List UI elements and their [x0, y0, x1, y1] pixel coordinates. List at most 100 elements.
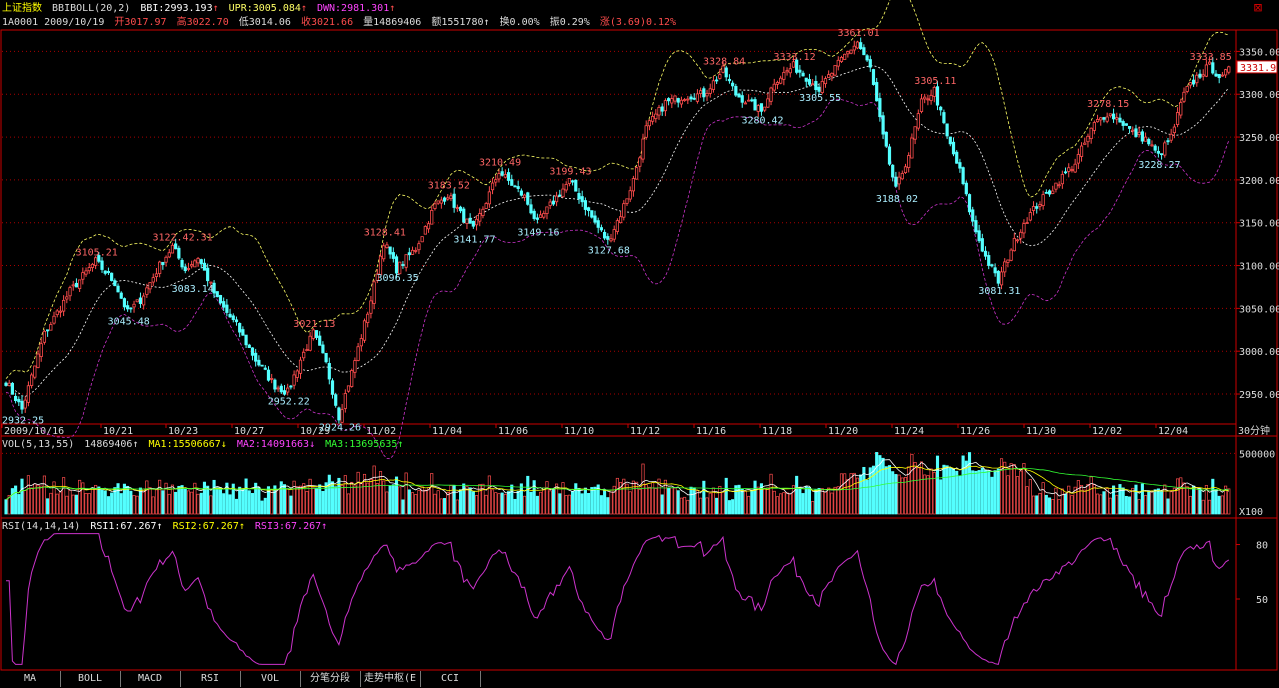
volume-bar	[631, 480, 635, 515]
candle-body	[478, 213, 482, 222]
candle-body	[1041, 194, 1045, 206]
candle-body	[897, 176, 901, 185]
candle-body	[532, 210, 536, 219]
candle-body	[36, 353, 40, 368]
candle-body	[279, 385, 283, 393]
candle-body	[1076, 154, 1080, 164]
candle-body	[871, 69, 876, 85]
volume-bar	[753, 480, 757, 515]
volume-title: VOL(5,13,55)	[2, 439, 75, 450]
candle-body	[570, 180, 575, 183]
tab-indicator[interactable]: MA	[0, 671, 61, 687]
candle-body	[1060, 173, 1064, 185]
candle-body	[852, 45, 856, 51]
volume-bar	[462, 483, 466, 515]
volume-bar	[523, 495, 527, 515]
volume-bar	[330, 481, 335, 515]
candle-body	[1067, 167, 1071, 172]
tab-indicator[interactable]: RSI	[180, 671, 241, 687]
rsi-title: RSI(14,14,14)	[2, 521, 81, 532]
candle-body	[1140, 131, 1144, 142]
volume-bar	[122, 483, 126, 515]
candle-body	[106, 271, 111, 274]
candle-body	[679, 99, 684, 105]
candle-body	[356, 346, 360, 361]
high-value: 高3022.70	[176, 17, 229, 28]
volume-bar	[977, 470, 981, 515]
volume-bar	[670, 487, 674, 515]
volume-bar	[1099, 494, 1103, 515]
window-close-icon[interactable]: ⊠	[1253, 0, 1263, 16]
volume-bar	[1063, 493, 1068, 515]
tab-indicator[interactable]: 走势中枢(E	[360, 671, 421, 687]
volume-bar	[1163, 484, 1167, 515]
volume-bar	[279, 481, 283, 515]
volume-bar	[804, 486, 808, 515]
candle-body	[804, 77, 808, 82]
volume-bar	[39, 485, 43, 515]
tab-indicator[interactable]: CCI	[420, 671, 481, 687]
candle-body	[113, 280, 117, 287]
candle-body	[369, 300, 373, 314]
volume-bar	[308, 478, 312, 515]
candle-body	[622, 203, 626, 218]
tab-indicator[interactable]: 分笔分段	[300, 671, 361, 687]
candle-body	[23, 399, 27, 409]
candle-body	[1108, 113, 1112, 117]
tab-indicator[interactable]: VOL	[240, 671, 301, 687]
candle-body	[151, 277, 155, 283]
candle-body	[142, 295, 146, 306]
volume-bar	[574, 483, 578, 515]
volume-bar	[196, 493, 200, 515]
candle-body	[350, 370, 354, 387]
volume-bar	[174, 491, 178, 515]
candle-body	[756, 105, 760, 112]
candle-body	[103, 270, 107, 274]
volume-bar	[635, 481, 639, 515]
candle-body	[145, 287, 149, 295]
candle-body	[916, 113, 920, 129]
low-value: 低3014.06	[238, 17, 291, 28]
tab-indicator[interactable]: BOLL	[60, 671, 121, 687]
candle-body	[955, 151, 959, 164]
candle-body	[881, 115, 885, 135]
volume-header: VOL(5,13,55) 14869406↑ MA1:15506667↓ MA2…	[2, 438, 407, 451]
candle-body	[1220, 74, 1224, 77]
candle-body	[820, 80, 824, 93]
candle-body	[907, 155, 911, 168]
candle-body	[1057, 184, 1061, 187]
candle-body	[1118, 117, 1122, 123]
candle-body	[590, 210, 594, 218]
price-tick-label: 3100.00	[1239, 262, 1279, 273]
volume-bar	[1031, 495, 1036, 515]
candle-body	[644, 125, 648, 138]
volume-bar	[42, 475, 46, 515]
candle-body	[554, 195, 559, 203]
candle-body	[167, 252, 171, 258]
price-tick-label: 3150.00	[1239, 219, 1279, 230]
volume-bar	[116, 483, 120, 515]
candle-body	[1201, 74, 1205, 77]
volume-bar	[484, 494, 488, 515]
time-tick-label: 11/06	[498, 426, 528, 437]
volume-bar	[247, 490, 251, 515]
volume-bar	[292, 480, 296, 515]
volume-bar	[996, 468, 1000, 515]
candle-body	[154, 273, 159, 277]
upper-band-line	[5, 0, 1229, 379]
volume-bar	[193, 482, 197, 515]
tab-indicator[interactable]: MACD	[120, 671, 181, 687]
candle-body	[135, 299, 139, 303]
amount-value: 额1551780	[431, 17, 484, 28]
candle-body	[378, 255, 383, 276]
lower-band-line	[5, 98, 1230, 460]
time-tick-label: 12/02	[1092, 426, 1122, 437]
volume-bar	[218, 487, 223, 515]
candle-body	[212, 282, 216, 294]
price-tick-label: 3200.00	[1239, 176, 1279, 187]
candle-body	[87, 267, 91, 272]
candle-body	[1102, 117, 1106, 120]
candle-body	[875, 82, 879, 102]
candle-body	[660, 106, 664, 112]
